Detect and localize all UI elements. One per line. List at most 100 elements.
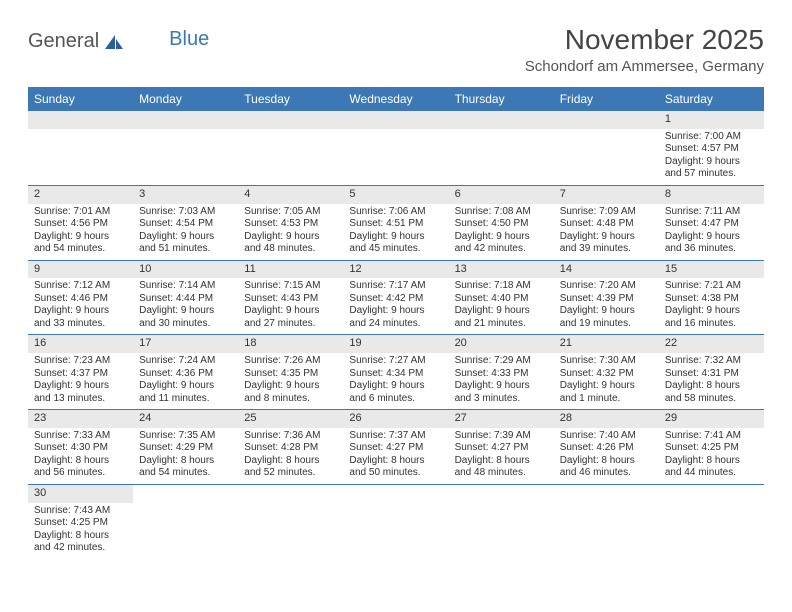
day-cell-blank <box>449 485 554 559</box>
sunrise-text: Sunrise: 7:12 AM <box>34 280 127 293</box>
daylight-text: Daylight: 9 hours and 39 minutes. <box>560 231 653 256</box>
day-cell: 6Sunrise: 7:08 AMSunset: 4:50 PMDaylight… <box>449 186 554 260</box>
daylight-text: Daylight: 9 hours and 33 minutes. <box>34 305 127 330</box>
day-cell: 22Sunrise: 7:32 AMSunset: 4:31 PMDayligh… <box>659 335 764 409</box>
day-number: 9 <box>28 261 133 279</box>
day-cell-blank <box>659 485 764 559</box>
day-body: Sunrise: 7:14 AMSunset: 4:44 PMDaylight:… <box>133 278 238 334</box>
day-cell: 23Sunrise: 7:33 AMSunset: 4:30 PMDayligh… <box>28 410 133 484</box>
sunset-text: Sunset: 4:30 PM <box>34 442 127 455</box>
sunrise-text: Sunrise: 7:11 AM <box>665 206 758 219</box>
day-number: 29 <box>659 410 764 428</box>
day-body: Sunrise: 7:26 AMSunset: 4:35 PMDaylight:… <box>238 353 343 409</box>
day-number: 30 <box>28 485 133 503</box>
day-cell: 11Sunrise: 7:15 AMSunset: 4:43 PMDayligh… <box>238 261 343 335</box>
sunset-text: Sunset: 4:51 PM <box>349 218 442 231</box>
sunrise-text: Sunrise: 7:30 AM <box>560 355 653 368</box>
day-cell: 2Sunrise: 7:01 AMSunset: 4:56 PMDaylight… <box>28 186 133 260</box>
sunrise-text: Sunrise: 7:18 AM <box>455 280 548 293</box>
day-body: Sunrise: 7:08 AMSunset: 4:50 PMDaylight:… <box>449 204 554 260</box>
sunset-text: Sunset: 4:27 PM <box>349 442 442 455</box>
day-body: Sunrise: 7:12 AMSunset: 4:46 PMDaylight:… <box>28 278 133 334</box>
day-cell-blank <box>28 111 133 185</box>
weekday-monday: Monday <box>133 87 238 111</box>
day-number: 10 <box>133 261 238 279</box>
day-cell: 18Sunrise: 7:26 AMSunset: 4:35 PMDayligh… <box>238 335 343 409</box>
sunset-text: Sunset: 4:42 PM <box>349 293 442 306</box>
day-number: 19 <box>343 335 448 353</box>
day-cell: 27Sunrise: 7:39 AMSunset: 4:27 PMDayligh… <box>449 410 554 484</box>
daylight-text: Daylight: 9 hours and 3 minutes. <box>455 380 548 405</box>
daylight-text: Daylight: 9 hours and 24 minutes. <box>349 305 442 330</box>
day-cell: 5Sunrise: 7:06 AMSunset: 4:51 PMDaylight… <box>343 186 448 260</box>
day-cell-blank <box>133 111 238 185</box>
daylight-text: Daylight: 9 hours and 6 minutes. <box>349 380 442 405</box>
daylight-text: Daylight: 9 hours and 36 minutes. <box>665 231 758 256</box>
sunset-text: Sunset: 4:56 PM <box>34 218 127 231</box>
weekday-sunday: Sunday <box>28 87 133 111</box>
day-body: Sunrise: 7:06 AMSunset: 4:51 PMDaylight:… <box>343 204 448 260</box>
day-number: 18 <box>238 335 343 353</box>
day-number: 20 <box>449 335 554 353</box>
weekday-wednesday: Wednesday <box>343 87 448 111</box>
day-body: Sunrise: 7:03 AMSunset: 4:54 PMDaylight:… <box>133 204 238 260</box>
sunset-text: Sunset: 4:27 PM <box>455 442 548 455</box>
weekday-saturday: Saturday <box>659 87 764 111</box>
daylight-text: Daylight: 9 hours and 54 minutes. <box>34 231 127 256</box>
day-number: 13 <box>449 261 554 279</box>
sunset-text: Sunset: 4:54 PM <box>139 218 232 231</box>
sunset-text: Sunset: 4:46 PM <box>34 293 127 306</box>
day-cell-blank <box>343 111 448 185</box>
day-cell-blank <box>554 111 659 185</box>
day-number: 25 <box>238 410 343 428</box>
day-cell: 8Sunrise: 7:11 AMSunset: 4:47 PMDaylight… <box>659 186 764 260</box>
day-cell: 21Sunrise: 7:30 AMSunset: 4:32 PMDayligh… <box>554 335 659 409</box>
day-body: Sunrise: 7:20 AMSunset: 4:39 PMDaylight:… <box>554 278 659 334</box>
sunrise-text: Sunrise: 7:37 AM <box>349 430 442 443</box>
sunrise-text: Sunrise: 7:15 AM <box>244 280 337 293</box>
day-body: Sunrise: 7:32 AMSunset: 4:31 PMDaylight:… <box>659 353 764 409</box>
sunset-text: Sunset: 4:28 PM <box>244 442 337 455</box>
day-number: 17 <box>133 335 238 353</box>
sunset-text: Sunset: 4:44 PM <box>139 293 232 306</box>
day-number: 23 <box>28 410 133 428</box>
empty-day-head <box>449 111 554 129</box>
day-body: Sunrise: 7:35 AMSunset: 4:29 PMDaylight:… <box>133 428 238 484</box>
day-body: Sunrise: 7:40 AMSunset: 4:26 PMDaylight:… <box>554 428 659 484</box>
daylight-text: Daylight: 9 hours and 11 minutes. <box>139 380 232 405</box>
sunset-text: Sunset: 4:35 PM <box>244 368 337 381</box>
daylight-text: Daylight: 9 hours and 48 minutes. <box>244 231 337 256</box>
sunrise-text: Sunrise: 7:41 AM <box>665 430 758 443</box>
sunrise-text: Sunrise: 7:00 AM <box>665 131 758 144</box>
logo: General Blue <box>28 30 209 53</box>
sunset-text: Sunset: 4:43 PM <box>244 293 337 306</box>
day-cell: 30Sunrise: 7:43 AMSunset: 4:25 PMDayligh… <box>28 485 133 559</box>
weekday-tuesday: Tuesday <box>238 87 343 111</box>
logo-text-blue: Blue <box>169 28 209 51</box>
sunset-text: Sunset: 4:39 PM <box>560 293 653 306</box>
sunrise-text: Sunrise: 7:23 AM <box>34 355 127 368</box>
day-number: 12 <box>343 261 448 279</box>
day-cell-blank <box>343 485 448 559</box>
day-body: Sunrise: 7:29 AMSunset: 4:33 PMDaylight:… <box>449 353 554 409</box>
sunrise-text: Sunrise: 7:27 AM <box>349 355 442 368</box>
week-row: 23Sunrise: 7:33 AMSunset: 4:30 PMDayligh… <box>28 410 764 485</box>
day-body: Sunrise: 7:01 AMSunset: 4:56 PMDaylight:… <box>28 204 133 260</box>
daylight-text: Daylight: 8 hours and 44 minutes. <box>665 455 758 480</box>
day-cell: 20Sunrise: 7:29 AMSunset: 4:33 PMDayligh… <box>449 335 554 409</box>
sunset-text: Sunset: 4:31 PM <box>665 368 758 381</box>
daylight-text: Daylight: 9 hours and 42 minutes. <box>455 231 548 256</box>
day-cell: 10Sunrise: 7:14 AMSunset: 4:44 PMDayligh… <box>133 261 238 335</box>
sunrise-text: Sunrise: 7:05 AM <box>244 206 337 219</box>
day-body: Sunrise: 7:05 AMSunset: 4:53 PMDaylight:… <box>238 204 343 260</box>
daylight-text: Daylight: 9 hours and 16 minutes. <box>665 305 758 330</box>
day-cell: 29Sunrise: 7:41 AMSunset: 4:25 PMDayligh… <box>659 410 764 484</box>
sunset-text: Sunset: 4:57 PM <box>665 143 758 156</box>
day-number: 2 <box>28 186 133 204</box>
weeks-container: 1Sunrise: 7:00 AMSunset: 4:57 PMDaylight… <box>28 111 764 559</box>
sunset-text: Sunset: 4:48 PM <box>560 218 653 231</box>
sunrise-text: Sunrise: 7:17 AM <box>349 280 442 293</box>
daylight-text: Daylight: 8 hours and 42 minutes. <box>34 530 127 555</box>
sunset-text: Sunset: 4:53 PM <box>244 218 337 231</box>
sunrise-text: Sunrise: 7:26 AM <box>244 355 337 368</box>
